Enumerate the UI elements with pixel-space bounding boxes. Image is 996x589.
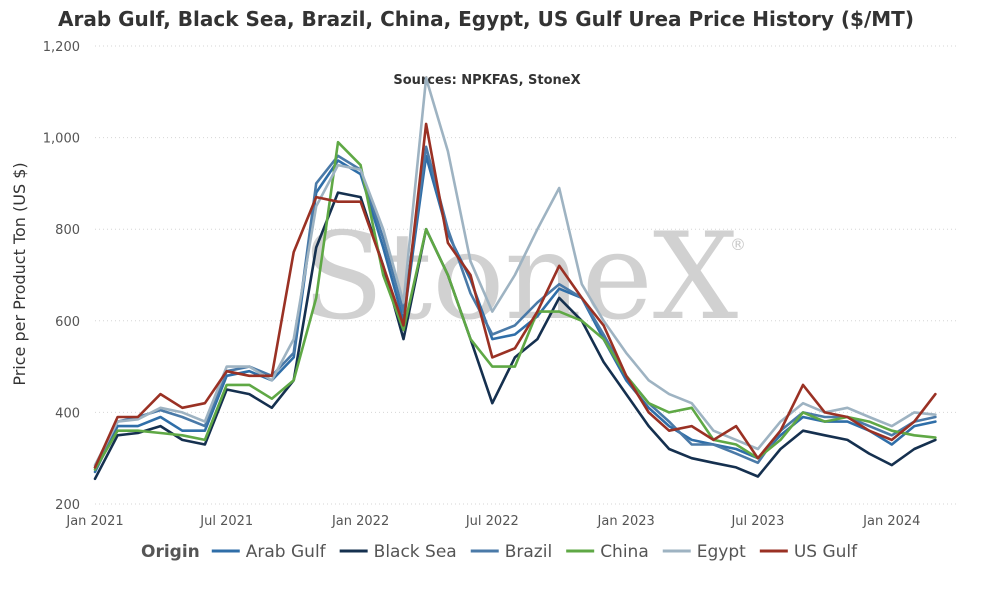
y-axis-ticks: 200 400 600 800 1,000 1,200 xyxy=(43,40,80,513)
y-tick-label: 1,200 xyxy=(43,40,80,55)
x-tick-label: Jul 2023 xyxy=(730,514,784,529)
registered-mark: ® xyxy=(730,235,746,254)
series-line-egypt xyxy=(93,76,937,467)
legend-label-arab-gulf: Arab Gulf xyxy=(246,542,327,562)
y-tick-label: 600 xyxy=(55,315,80,330)
series-line-brazil xyxy=(93,145,937,469)
watermark-text: StoneX xyxy=(302,208,738,347)
series-line-black-sea xyxy=(93,191,937,481)
series-line-china xyxy=(93,140,937,471)
x-tick-label: Jul 2021 xyxy=(199,514,253,529)
x-tick-label: Jan 2021 xyxy=(65,514,123,529)
y-axis-label: Price per Product Ton (US $) xyxy=(10,162,29,385)
legend-label-china: China xyxy=(600,542,649,562)
y-tick-label: 800 xyxy=(55,223,80,238)
x-axis-ticks: Jan 2021 Jul 2021 Jan 2022 Jul 2022 Jan 2023… xyxy=(65,514,920,529)
x-tick-label: Jan 2022 xyxy=(331,514,389,529)
chart-subtitle: Sources: NPKFAS, StoneX xyxy=(393,73,580,88)
legend-label-egypt: Egypt xyxy=(697,542,746,562)
legend: Origin Arab Gulf Black Sea Brazil China Egyp… xyxy=(141,542,858,562)
x-tick-label: Jan 2023 xyxy=(597,514,655,529)
y-tick-label: 400 xyxy=(55,406,80,421)
chart-title: Arab Gulf, Black Sea, Brazil, China, Egy… xyxy=(58,7,914,31)
series-lines xyxy=(93,76,937,481)
y-tick-label: 200 xyxy=(55,498,80,513)
legend-label-us-gulf: US Gulf xyxy=(794,542,858,562)
legend-label-black-sea: Black Sea xyxy=(374,542,457,562)
x-tick-label: Jan 2024 xyxy=(862,514,920,529)
y-tick-label: 1,000 xyxy=(43,132,80,147)
legend-label-brazil: Brazil xyxy=(505,542,552,562)
legend-title: Origin xyxy=(141,542,200,562)
x-tick-label: Jul 2022 xyxy=(465,514,519,529)
series-line-us-gulf xyxy=(93,122,937,469)
